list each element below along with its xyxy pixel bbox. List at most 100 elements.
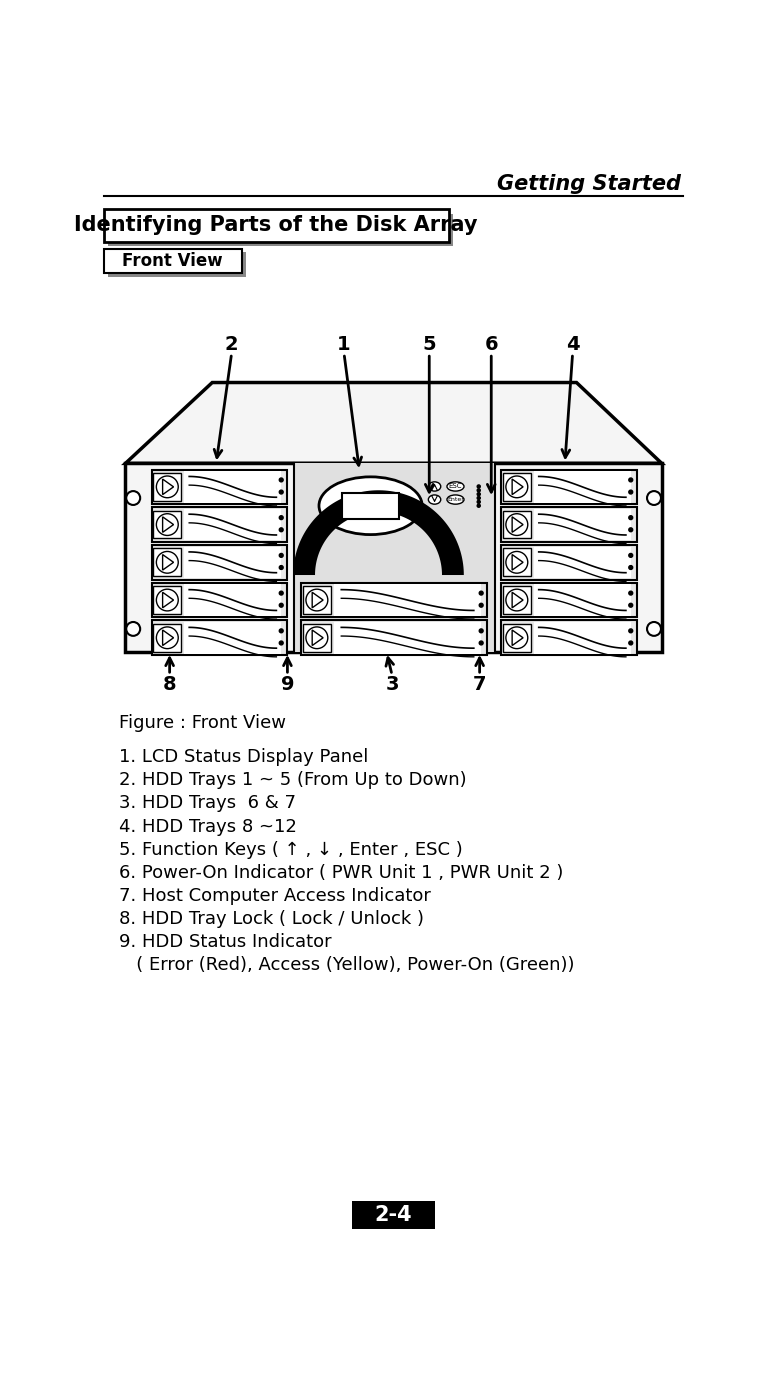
Text: ESC: ESC [449,484,462,490]
Circle shape [629,604,633,606]
Circle shape [629,527,633,531]
Bar [303,586,331,613]
Bar [152,545,287,580]
Bar [503,625,531,651]
Polygon shape [163,479,174,495]
Text: 7. Host Computer Access Indicator: 7. Host Computer Access Indicator [119,887,431,906]
Circle shape [629,566,633,569]
Text: Figure : Front View: Figure : Front View [119,714,286,732]
Bar [502,545,637,580]
Bar [154,548,181,576]
Bar [184,509,281,540]
Bar [184,584,281,616]
Text: 4. HDD Trays 8 ~12: 4. HDD Trays 8 ~12 [119,818,297,836]
Text: ( Error (Red), Access (Yellow), Power-On (Green)): ( Error (Red), Access (Yellow), Power-On… [119,956,574,974]
Polygon shape [512,517,523,533]
Bar [534,584,631,616]
Circle shape [280,516,283,520]
Ellipse shape [319,477,422,534]
Text: 9: 9 [280,675,294,694]
Text: 1: 1 [337,334,351,353]
Polygon shape [512,555,523,570]
Bar [502,583,637,618]
Bar [152,508,287,542]
Text: 8. HDD Tray Lock ( Lock / Unlock ): 8. HDD Tray Lock ( Lock / Unlock ) [119,910,424,928]
Circle shape [280,629,283,633]
Circle shape [629,554,633,558]
Circle shape [479,641,483,645]
Circle shape [126,491,141,505]
Ellipse shape [447,481,464,491]
Polygon shape [163,555,174,570]
Polygon shape [163,517,174,533]
Circle shape [479,629,483,633]
Bar [301,620,488,655]
Bar [334,584,482,616]
Circle shape [647,491,661,505]
Circle shape [479,604,483,606]
Bar [154,510,181,538]
Circle shape [629,516,633,520]
Circle shape [477,497,480,499]
Polygon shape [512,479,523,495]
Circle shape [647,622,661,636]
Bar [534,622,631,654]
Circle shape [629,490,633,494]
Bar [534,547,631,579]
Bar [301,583,488,618]
Text: 2: 2 [225,334,238,353]
Bar [184,547,281,579]
Bar [503,548,531,576]
Circle shape [280,641,283,645]
Bar [152,620,287,655]
Ellipse shape [447,495,464,504]
Polygon shape [512,593,523,608]
Bar [503,473,531,501]
Bar [503,586,531,613]
Text: 1. LCD Status Display Panel: 1. LCD Status Display Panel [119,748,369,766]
Circle shape [280,479,283,481]
Bar [184,622,281,654]
Text: 2-4: 2-4 [375,1205,412,1225]
Circle shape [629,479,633,481]
Ellipse shape [429,481,441,491]
Bar [184,472,281,502]
Text: 3: 3 [386,675,399,694]
Bar [502,470,637,504]
Circle shape [477,504,480,508]
Text: 9. HDD Status Indicator: 9. HDD Status Indicator [119,933,332,951]
Text: Enter: Enter [447,497,464,502]
Bar [503,510,531,538]
Text: 7: 7 [473,675,486,694]
Polygon shape [312,630,323,645]
Bar [343,492,399,519]
Text: Front View: Front View [122,252,223,270]
Circle shape [477,501,480,504]
Text: Identifying Parts of the Disk Array: Identifying Parts of the Disk Array [74,216,478,235]
Bar [534,509,631,540]
Circle shape [629,629,633,633]
Polygon shape [512,630,523,645]
Circle shape [280,566,283,569]
Bar [154,625,181,651]
Bar [534,472,631,502]
Polygon shape [293,490,464,574]
Circle shape [477,492,480,495]
Circle shape [280,604,283,606]
Bar [502,620,637,655]
Circle shape [477,485,480,488]
Bar [125,463,662,652]
Text: 5: 5 [422,334,436,353]
FancyBboxPatch shape [108,252,246,277]
Bar [334,622,482,654]
Circle shape [280,527,283,531]
Circle shape [280,554,283,558]
FancyBboxPatch shape [108,214,453,246]
Bar [154,586,181,613]
Polygon shape [125,383,662,463]
Polygon shape [163,593,174,608]
Text: 5. Function Keys ( ↑ , ↓ , Enter , ESC ): 5. Function Keys ( ↑ , ↓ , Enter , ESC ) [119,840,463,858]
Text: Getting Started: Getting Started [497,174,681,193]
Text: 6: 6 [485,334,498,353]
Bar [152,470,287,504]
